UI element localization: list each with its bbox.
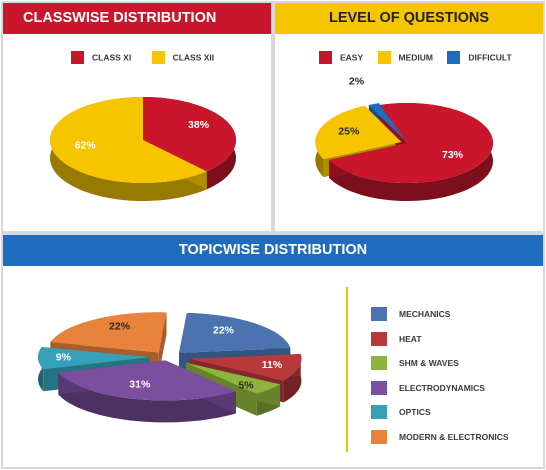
slice-top-easy	[329, 103, 493, 183]
legend-label: CLASS XII	[172, 52, 215, 63]
legend-item-electrodynamics: ELECTRODYNAMICS	[371, 380, 509, 406]
legend-item-shm-waves: SHM & WAVES	[371, 356, 509, 381]
data-label: 2%	[349, 75, 365, 87]
data-label: 9%	[56, 352, 72, 364]
slice-side	[58, 372, 236, 423]
legend-label: ELECTRODYNAMICS	[399, 382, 485, 393]
legend-item-mechanics: MECHANICS	[371, 307, 509, 332]
legend-item-heat: HEAT	[371, 331, 509, 357]
legend-swatch	[71, 51, 84, 64]
topicwise-legend: MECHANICS HEAT SHM & WAVES ELECTRODYNAMI…	[371, 307, 509, 454]
classwise-panel: CLASSWISE DISTRIBUTION CLASS XI CLASS XI…	[1, 1, 273, 233]
slice-top-medium	[315, 105, 402, 160]
slice-side	[283, 354, 302, 403]
slice-top-optics	[38, 346, 151, 370]
legend-item-optics: OPTICS	[371, 405, 509, 430]
slice-top-mechanics	[179, 312, 291, 353]
data-label: 73%	[442, 149, 464, 161]
legend-item-class-xii: CLASS XII	[151, 51, 215, 64]
legend-item-easy: EASY	[319, 51, 363, 64]
legend-swatch	[447, 51, 461, 64]
legend-item-difficult: DIFFICULT	[447, 51, 512, 64]
level-pie-chart: 73% 25% 2%	[315, 75, 493, 201]
slice-top-electrodynamics	[58, 360, 236, 401]
classwise-legend: CLASS XI CLASS XII	[71, 51, 232, 64]
topicwise-title: TOPICWISE DISTRIBUTION	[3, 235, 543, 266]
legend-label: HEAT	[399, 333, 422, 344]
legend-label: MODERN & ELECTRONICS	[399, 431, 509, 442]
legend-label: CLASS XI	[92, 52, 132, 63]
level-legend: EASY MEDIUM DIFFICULT	[319, 51, 512, 64]
legend-label: SHM & WAVES	[399, 358, 459, 368]
legend-swatch	[371, 380, 387, 395]
slice-top-class-xii	[50, 97, 207, 183]
data-label: 22%	[109, 321, 131, 333]
classwise-title: CLASSWISE DISTRIBUTION	[3, 3, 271, 34]
legend-swatch	[371, 405, 387, 419]
legend-swatch	[377, 51, 391, 64]
data-label: 22%	[213, 325, 235, 337]
slice-top-shm-waves	[185, 362, 281, 394]
data-label: 31%	[129, 379, 151, 391]
slice-top-modern-electronics	[50, 312, 167, 353]
classwise-pie-chart: 38% 62%	[50, 97, 236, 201]
legend-swatch	[371, 356, 387, 370]
legend-label: EASY	[340, 52, 364, 63]
topicwise-pie-chart: 22% 11% 5% 31% 9% 22%	[38, 312, 302, 423]
slice-top-heat	[189, 354, 302, 381]
legend-label: MEDIUM	[398, 52, 434, 63]
data-label: 5%	[238, 380, 254, 392]
legend-swatch	[151, 51, 165, 64]
legend-item-modern-electronics: MODERN & ELECTRONICS	[371, 429, 509, 455]
legend-swatch	[371, 307, 387, 321]
level-title: LEVEL OF QUESTIONS	[275, 3, 543, 34]
legend-label: OPTICS	[399, 407, 431, 417]
legend-divider	[346, 287, 348, 452]
slice-side	[50, 97, 207, 201]
slice-wall	[158, 312, 167, 375]
slice-top-difficult	[368, 103, 406, 142]
slice-top-class-xi	[143, 97, 236, 172]
data-label: 25%	[338, 126, 360, 138]
legend-swatch	[371, 331, 387, 346]
data-label: 38%	[188, 119, 210, 131]
legend-item-medium: MEDIUM	[377, 51, 434, 64]
legend-label: DIFFICULT	[468, 52, 512, 63]
legend-item-class-xi: CLASS XI	[71, 51, 131, 64]
legend-label: MECHANICS	[399, 309, 451, 319]
topicwise-panel: TOPICWISE DISTRIBUTION 22% 11% 5% 31% 9% 22% …	[1, 233, 545, 469]
data-label: 62%	[75, 139, 97, 151]
level-panel: LEVEL OF QUESTIONS EASY MEDIUM DIFFICULT…	[273, 1, 545, 233]
legend-swatch	[371, 429, 387, 444]
data-label: 11%	[262, 359, 283, 371]
legend-swatch	[319, 51, 332, 64]
